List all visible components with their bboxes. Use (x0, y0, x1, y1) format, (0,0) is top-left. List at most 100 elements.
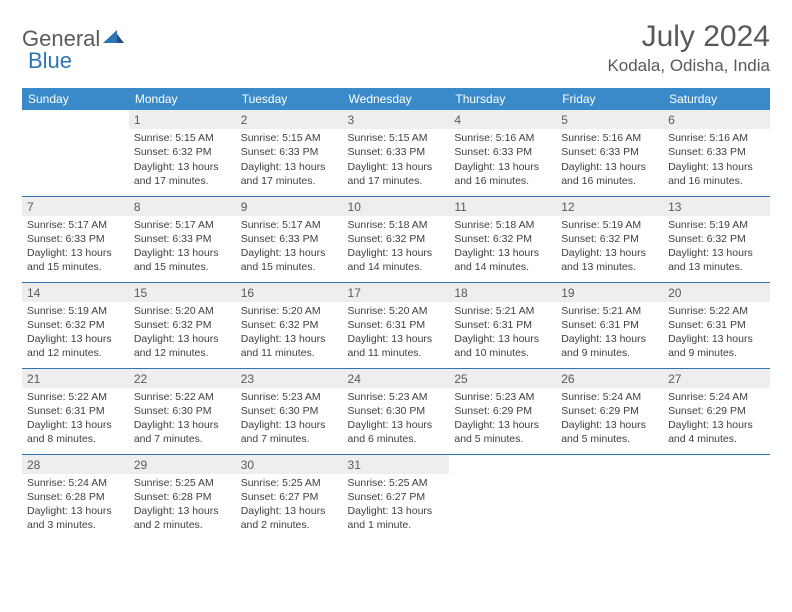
sunrise-text: Sunrise: 5:20 AM (134, 304, 231, 318)
sunset-text: Sunset: 6:32 PM (454, 232, 551, 246)
daylight-text: Daylight: 13 hours (454, 332, 551, 346)
daylight-text: Daylight: 13 hours (134, 418, 231, 432)
day-number: 11 (449, 197, 556, 216)
daylight-text: and 9 minutes. (668, 346, 765, 360)
daylight-text: Daylight: 13 hours (241, 332, 338, 346)
day-number: 7 (22, 197, 129, 216)
weekday-header-row: Sunday Monday Tuesday Wednesday Thursday… (22, 88, 770, 110)
sunrise-text: Sunrise: 5:22 AM (27, 390, 124, 404)
day-number: 6 (663, 110, 770, 129)
day-cell: 16Sunrise: 5:20 AMSunset: 6:32 PMDayligh… (236, 282, 343, 368)
daylight-text: and 11 minutes. (241, 346, 338, 360)
sunset-text: Sunset: 6:32 PM (241, 318, 338, 332)
week-row: 1Sunrise: 5:15 AMSunset: 6:32 PMDaylight… (22, 110, 770, 196)
logo-triangle-icon (103, 28, 125, 44)
sunset-text: Sunset: 6:29 PM (668, 404, 765, 418)
day-number: 17 (343, 283, 450, 302)
daylight-text: Daylight: 13 hours (241, 246, 338, 260)
sunset-text: Sunset: 6:32 PM (561, 232, 658, 246)
daylight-text: and 6 minutes. (348, 432, 445, 446)
daylight-text: and 16 minutes. (668, 174, 765, 188)
day-cell: 14Sunrise: 5:19 AMSunset: 6:32 PMDayligh… (22, 282, 129, 368)
sunset-text: Sunset: 6:32 PM (348, 232, 445, 246)
daylight-text: Daylight: 13 hours (668, 160, 765, 174)
day-number: 30 (236, 455, 343, 474)
weekday-header: Wednesday (343, 88, 450, 110)
day-cell: 6Sunrise: 5:16 AMSunset: 6:33 PMDaylight… (663, 110, 770, 196)
week-row: 21Sunrise: 5:22 AMSunset: 6:31 PMDayligh… (22, 368, 770, 454)
daylight-text: Daylight: 13 hours (454, 246, 551, 260)
day-cell: 7Sunrise: 5:17 AMSunset: 6:33 PMDaylight… (22, 196, 129, 282)
day-number: 21 (22, 369, 129, 388)
day-cell (22, 110, 129, 196)
day-cell: 25Sunrise: 5:23 AMSunset: 6:29 PMDayligh… (449, 368, 556, 454)
sunset-text: Sunset: 6:32 PM (27, 318, 124, 332)
weekday-header: Monday (129, 88, 236, 110)
sunrise-text: Sunrise: 5:17 AM (134, 218, 231, 232)
sunrise-text: Sunrise: 5:15 AM (348, 131, 445, 145)
day-number: 18 (449, 283, 556, 302)
day-number: 15 (129, 283, 236, 302)
sunset-text: Sunset: 6:33 PM (561, 145, 658, 159)
day-cell: 23Sunrise: 5:23 AMSunset: 6:30 PMDayligh… (236, 368, 343, 454)
day-number: 24 (343, 369, 450, 388)
sunrise-text: Sunrise: 5:17 AM (241, 218, 338, 232)
daylight-text: Daylight: 13 hours (241, 504, 338, 518)
day-number: 23 (236, 369, 343, 388)
daylight-text: and 17 minutes. (241, 174, 338, 188)
day-cell (663, 454, 770, 540)
daylight-text: Daylight: 13 hours (241, 418, 338, 432)
logo-text-blue: Blue (28, 48, 72, 73)
sunrise-text: Sunrise: 5:17 AM (27, 218, 124, 232)
day-number: 10 (343, 197, 450, 216)
daylight-text: and 13 minutes. (668, 260, 765, 274)
sunrise-text: Sunrise: 5:19 AM (561, 218, 658, 232)
week-row: 14Sunrise: 5:19 AMSunset: 6:32 PMDayligh… (22, 282, 770, 368)
day-cell: 20Sunrise: 5:22 AMSunset: 6:31 PMDayligh… (663, 282, 770, 368)
daylight-text: Daylight: 13 hours (668, 418, 765, 432)
sunset-text: Sunset: 6:33 PM (348, 145, 445, 159)
sunrise-text: Sunrise: 5:20 AM (241, 304, 338, 318)
header: General July 2024 Kodala, Odisha, India (22, 20, 770, 76)
day-number: 9 (236, 197, 343, 216)
day-number: 28 (22, 455, 129, 474)
sunrise-text: Sunrise: 5:16 AM (454, 131, 551, 145)
sunrise-text: Sunrise: 5:15 AM (134, 131, 231, 145)
sunrise-text: Sunrise: 5:16 AM (668, 131, 765, 145)
sunset-text: Sunset: 6:27 PM (241, 490, 338, 504)
sunrise-text: Sunrise: 5:23 AM (454, 390, 551, 404)
sunrise-text: Sunrise: 5:21 AM (454, 304, 551, 318)
daylight-text: and 16 minutes. (454, 174, 551, 188)
calendar-table: Sunday Monday Tuesday Wednesday Thursday… (22, 88, 770, 540)
day-number: 25 (449, 369, 556, 388)
daylight-text: and 2 minutes. (241, 518, 338, 532)
day-number: 12 (556, 197, 663, 216)
sunrise-text: Sunrise: 5:24 AM (561, 390, 658, 404)
weekday-header: Sunday (22, 88, 129, 110)
day-cell: 5Sunrise: 5:16 AMSunset: 6:33 PMDaylight… (556, 110, 663, 196)
daylight-text: Daylight: 13 hours (348, 332, 445, 346)
day-number: 13 (663, 197, 770, 216)
sunset-text: Sunset: 6:29 PM (561, 404, 658, 418)
daylight-text: and 10 minutes. (454, 346, 551, 360)
daylight-text: and 5 minutes. (561, 432, 658, 446)
day-number: 22 (129, 369, 236, 388)
weekday-header: Tuesday (236, 88, 343, 110)
day-number: 2 (236, 110, 343, 129)
day-number: 4 (449, 110, 556, 129)
daylight-text: Daylight: 13 hours (134, 504, 231, 518)
day-number: 27 (663, 369, 770, 388)
sunrise-text: Sunrise: 5:18 AM (348, 218, 445, 232)
sunset-text: Sunset: 6:28 PM (27, 490, 124, 504)
day-cell: 21Sunrise: 5:22 AMSunset: 6:31 PMDayligh… (22, 368, 129, 454)
day-cell: 28Sunrise: 5:24 AMSunset: 6:28 PMDayligh… (22, 454, 129, 540)
daylight-text: and 9 minutes. (561, 346, 658, 360)
day-cell: 2Sunrise: 5:15 AMSunset: 6:33 PMDaylight… (236, 110, 343, 196)
sunset-text: Sunset: 6:32 PM (134, 145, 231, 159)
sunset-text: Sunset: 6:31 PM (668, 318, 765, 332)
daylight-text: Daylight: 13 hours (348, 246, 445, 260)
month-title: July 2024 (607, 20, 770, 54)
daylight-text: Daylight: 13 hours (134, 160, 231, 174)
day-cell: 3Sunrise: 5:15 AMSunset: 6:33 PMDaylight… (343, 110, 450, 196)
daylight-text: and 16 minutes. (561, 174, 658, 188)
